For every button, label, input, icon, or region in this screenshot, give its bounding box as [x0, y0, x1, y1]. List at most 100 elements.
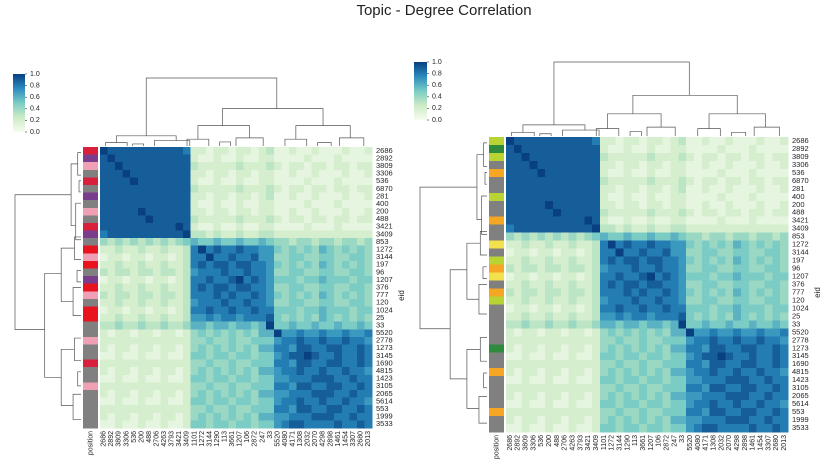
- heatmap-cell: [364, 177, 373, 186]
- heatmap-cell: [709, 312, 718, 321]
- heatmap-cell: [513, 264, 523, 273]
- heatmap-cell: [545, 360, 554, 369]
- heatmap-cell: [607, 344, 617, 353]
- heatmap-cell: [251, 412, 260, 421]
- heatmap-cell: [281, 412, 290, 421]
- heatmap-cell: [537, 152, 546, 162]
- heatmap-cell: [701, 137, 711, 146]
- heatmap-cell: [183, 162, 192, 171]
- heatmap-cell: [364, 238, 373, 247]
- heatmap-cell: [756, 160, 765, 170]
- heatmap-cell: [326, 397, 335, 406]
- heatmap-cell: [631, 200, 640, 210]
- heatmap-cell: [678, 248, 687, 257]
- heatmap-cell: [639, 240, 648, 250]
- heatmap-cell: [115, 245, 124, 254]
- heatmap-cell: [639, 264, 648, 273]
- heatmap-cell: [273, 215, 282, 224]
- heatmap-cell: [709, 137, 718, 146]
- heatmap-cell: [220, 238, 229, 247]
- heatmap-cell: [741, 216, 750, 226]
- heatmap-cell: [311, 192, 320, 201]
- heatmap-cell: [220, 314, 229, 323]
- column-label: 3306: [123, 431, 130, 447]
- heatmap-cell: [107, 169, 116, 178]
- heatmap-cell: [288, 276, 297, 285]
- column-dendrogram: [219, 141, 231, 146]
- column-label: 3809: [522, 435, 529, 451]
- heatmap-cell: [190, 253, 199, 262]
- heatmap-cell: [631, 336, 640, 345]
- heatmap-cell: [213, 245, 222, 254]
- column-label: 3144: [616, 435, 623, 451]
- heatmap-cell: [748, 384, 758, 393]
- heatmap-cell: [296, 344, 305, 353]
- heatmap-cell: [764, 176, 773, 186]
- heatmap-cell: [647, 400, 656, 409]
- heatmap-cell: [205, 260, 214, 269]
- heatmap-cell: [748, 344, 758, 353]
- column-label: 1454: [757, 435, 764, 451]
- heatmap-cell: [733, 232, 742, 242]
- heatmap-cell: [281, 238, 290, 247]
- heatmap-cell: [107, 306, 116, 315]
- heatmap-cell: [529, 240, 538, 250]
- heatmap-cell: [115, 177, 124, 186]
- heatmap-cell: [258, 405, 267, 414]
- heatmap-cell: [772, 184, 781, 194]
- heatmap-cell: [639, 304, 648, 313]
- row-label: 1273: [376, 343, 393, 352]
- heatmap-cell: [130, 359, 139, 368]
- heatmap-cell: [545, 176, 554, 186]
- heatmap-cell: [311, 306, 320, 315]
- heatmap-cell: [553, 184, 562, 194]
- heatmap-cell: [175, 314, 184, 323]
- heatmap-cell: [701, 384, 711, 393]
- heatmap-cell: [639, 408, 648, 417]
- heatmap-cell: [356, 215, 365, 224]
- heatmap-cell: [258, 177, 267, 186]
- row-color: [489, 392, 504, 401]
- heatmap-cell: [183, 397, 192, 406]
- heatmap-cell: [190, 192, 199, 201]
- heatmap-cell: [662, 240, 671, 250]
- heatmap-cell: [296, 374, 305, 383]
- heatmap-cell: [780, 144, 789, 154]
- heatmap-cell: [168, 291, 176, 300]
- heatmap-cell: [304, 336, 312, 345]
- heatmap-cell: [266, 200, 275, 209]
- column-label: 488: [146, 431, 153, 443]
- heatmap-cell: [717, 344, 726, 353]
- heatmap-cell: [694, 272, 703, 281]
- heatmap-cell: [326, 184, 335, 193]
- heatmap-cell: [584, 176, 593, 186]
- heatmap-cell: [513, 400, 523, 409]
- heatmap-cell: [592, 192, 601, 202]
- heatmap-cell: [160, 344, 169, 353]
- heatmap-cell: [122, 192, 131, 201]
- heatmap-cell: [281, 382, 290, 391]
- heatmap-cell: [243, 268, 252, 277]
- heatmap-cell: [213, 344, 222, 353]
- heatmap-cell: [553, 416, 562, 425]
- heatmap-cell: [130, 222, 139, 231]
- heatmap-cell: [537, 224, 546, 234]
- heatmap-cell: [741, 160, 750, 170]
- heatmap-cell: [198, 253, 207, 262]
- heatmap-cell: [364, 412, 373, 421]
- heatmap-cell: [686, 280, 695, 289]
- heatmap-cell: [107, 359, 116, 368]
- heatmap-cell: [772, 144, 781, 154]
- heatmap-cell: [553, 240, 562, 250]
- heatmap-cell: [513, 240, 523, 250]
- heatmap-cell: [654, 304, 664, 313]
- heatmap-cell: [130, 336, 139, 345]
- heatmap-cell: [334, 154, 343, 163]
- heatmap-cell: [764, 352, 773, 361]
- heatmap-cell: [529, 416, 538, 425]
- heatmap-cell: [701, 336, 711, 345]
- heatmap-cell: [670, 344, 679, 353]
- heatmap-cell: [326, 329, 335, 338]
- heatmap-cell: [145, 230, 154, 239]
- heatmap-cell: [725, 344, 734, 353]
